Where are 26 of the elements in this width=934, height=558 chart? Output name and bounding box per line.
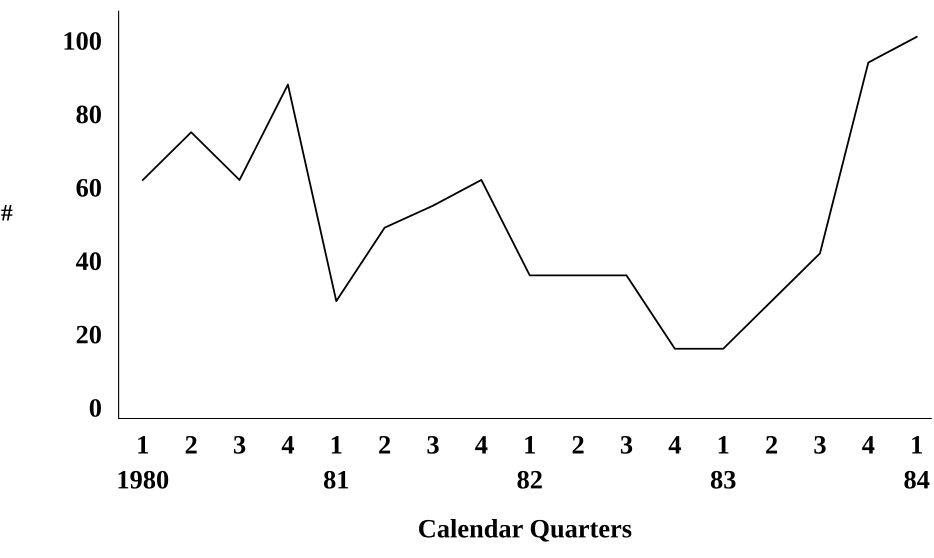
x-tick-label: 1 82 xyxy=(517,436,542,489)
y-tick-label: 60 xyxy=(76,178,101,197)
y-tick-label: 40 xyxy=(76,252,101,270)
x-tick-label: 4 xyxy=(282,436,294,454)
x-tick-label: 2 xyxy=(766,436,778,454)
x-tick-label: 1 84 xyxy=(904,436,930,489)
line-series xyxy=(142,36,918,350)
y-axis-title: # xyxy=(1,205,12,221)
y-tick-label: 0 xyxy=(90,399,101,417)
y-tick-label: 100 xyxy=(64,32,101,50)
x-tick-label: 1 83 xyxy=(710,436,736,489)
x-tick-label: 1 1980 xyxy=(118,436,168,489)
x-tick-label: 4 xyxy=(668,436,681,454)
x-tick-label: 1 81 xyxy=(324,436,348,489)
y-tick-label: 80 xyxy=(76,106,101,124)
x-tick-label: 3 xyxy=(814,436,826,454)
x-tick-label: 4 xyxy=(862,436,874,454)
x-tick-label: 2 xyxy=(379,436,390,454)
y-tick-label: 20 xyxy=(76,326,101,344)
x-tick-label: 3 xyxy=(427,436,439,454)
x-tick-label: 2 xyxy=(186,436,197,454)
x-tick-label: 3 xyxy=(620,436,632,454)
x-tick-label: 2 xyxy=(572,436,584,454)
x-tick-label: 4 xyxy=(475,436,488,454)
x-tick-label: 3 xyxy=(234,436,246,454)
x-axis-title: Calendar Quarters xyxy=(419,519,632,542)
